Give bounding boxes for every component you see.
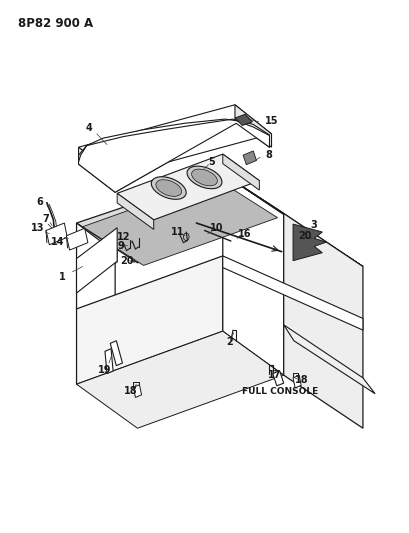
- Text: 5: 5: [209, 157, 215, 166]
- Polygon shape: [76, 174, 284, 263]
- Text: 20: 20: [120, 256, 133, 266]
- Polygon shape: [293, 375, 301, 388]
- Text: 3: 3: [310, 220, 317, 230]
- Polygon shape: [284, 214, 363, 428]
- Text: 11: 11: [171, 227, 185, 237]
- Polygon shape: [117, 193, 154, 229]
- Text: FULL CONSOLE: FULL CONSOLE: [242, 386, 318, 395]
- Text: 2: 2: [226, 337, 233, 347]
- Text: 9: 9: [117, 241, 124, 252]
- Text: 16: 16: [238, 229, 251, 239]
- Text: 18: 18: [124, 386, 137, 396]
- Text: 15: 15: [265, 116, 278, 126]
- Ellipse shape: [156, 180, 182, 196]
- Text: 17: 17: [267, 370, 281, 379]
- Text: 10: 10: [210, 223, 223, 233]
- Polygon shape: [223, 174, 363, 266]
- Polygon shape: [110, 341, 122, 366]
- Polygon shape: [293, 224, 326, 261]
- Polygon shape: [223, 154, 259, 190]
- Text: 20: 20: [299, 231, 312, 241]
- Text: 8P82 900 A: 8P82 900 A: [18, 17, 93, 30]
- Polygon shape: [79, 147, 115, 190]
- Polygon shape: [235, 105, 272, 147]
- Text: 18: 18: [295, 375, 309, 385]
- Polygon shape: [133, 385, 142, 398]
- Polygon shape: [46, 223, 67, 245]
- Ellipse shape: [187, 166, 222, 189]
- Polygon shape: [243, 151, 256, 165]
- Polygon shape: [76, 331, 284, 428]
- Polygon shape: [284, 325, 375, 394]
- Text: 1: 1: [59, 272, 66, 282]
- Ellipse shape: [151, 177, 186, 199]
- Polygon shape: [223, 256, 363, 330]
- Text: 6: 6: [36, 197, 43, 207]
- Polygon shape: [83, 179, 278, 265]
- Polygon shape: [76, 256, 223, 384]
- Polygon shape: [273, 371, 284, 386]
- Polygon shape: [223, 174, 284, 375]
- Text: 4: 4: [85, 123, 92, 133]
- Text: 14: 14: [51, 237, 64, 247]
- Polygon shape: [235, 114, 252, 125]
- Polygon shape: [117, 154, 259, 220]
- Polygon shape: [79, 105, 272, 176]
- Polygon shape: [76, 223, 115, 338]
- Text: 8: 8: [265, 150, 272, 160]
- Polygon shape: [76, 228, 117, 293]
- Text: 13: 13: [31, 223, 45, 233]
- Text: 19: 19: [98, 365, 112, 375]
- Text: 7: 7: [42, 214, 49, 224]
- Text: 12: 12: [117, 232, 130, 242]
- Polygon shape: [66, 228, 88, 250]
- Ellipse shape: [191, 169, 218, 185]
- Polygon shape: [105, 349, 113, 374]
- Polygon shape: [79, 119, 270, 192]
- Text: —: —: [128, 259, 134, 264]
